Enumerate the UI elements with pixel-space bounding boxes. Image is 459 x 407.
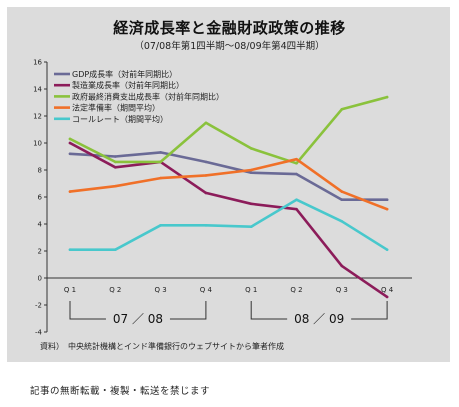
series-3-point <box>295 161 298 165</box>
series-2-point <box>114 166 117 169</box>
series-5-point <box>204 224 208 227</box>
series-1-point <box>68 152 72 156</box>
series-3-point <box>159 160 162 164</box>
series-1-point <box>249 171 253 174</box>
x-tick-label: Q 4 <box>200 286 213 294</box>
y-tick-label: 12 <box>33 113 42 121</box>
legend-label-5: コールレート（期間平均） <box>72 114 168 124</box>
series-5-point <box>249 225 253 228</box>
series-4-point <box>204 174 208 177</box>
series-line-2 <box>68 141 389 299</box>
series-3-point <box>114 160 117 164</box>
y-tick-label: 4 <box>38 221 43 229</box>
series-3-point <box>385 95 389 99</box>
series-3-point <box>68 137 72 141</box>
x-tick-label: Q 4 <box>381 286 394 294</box>
x-tick-label: Q 1 <box>64 286 76 294</box>
series-4-point <box>340 190 344 193</box>
series-5-point <box>340 220 344 223</box>
chart-frame <box>7 7 450 362</box>
y-tick-label: 6 <box>38 194 43 202</box>
series-2-point <box>68 141 72 145</box>
source-note: 資料） 中央統計機構とインド準備銀行のウェブサイトから筆者作成 <box>40 342 284 351</box>
fiscal-year-label: 08 ／ 09 <box>294 312 344 326</box>
series-4-point <box>249 168 253 172</box>
x-tick-label: Q 2 <box>109 286 121 294</box>
series-5-point <box>68 248 72 251</box>
series-1-point <box>295 172 298 176</box>
x-tick-label: Q 3 <box>336 286 348 294</box>
series-2-point <box>385 295 389 299</box>
fiscal-year-label-bg <box>105 311 170 327</box>
y-tick-label: 8 <box>38 167 42 175</box>
fiscal-year-label: 07 ／ 08 <box>113 312 163 326</box>
copyright-notice: 記事の無断転載・複製・転送を禁じます <box>30 386 211 397</box>
series-5-point <box>159 224 162 227</box>
series-4-point <box>159 176 162 180</box>
legend-label-1: GDP成長率（対前年同期比） <box>72 69 177 79</box>
series-5-point <box>114 248 117 251</box>
x-tick-label: Q 3 <box>154 286 166 294</box>
y-tick-label: 2 <box>38 248 42 256</box>
legend-label-4: 法定準備率（期間平均） <box>72 103 160 113</box>
series-1-point <box>204 160 208 164</box>
x-tick-label: Q 1 <box>245 286 257 294</box>
chart-title: 経済成長率と金融財政政策の推移 <box>113 19 346 37</box>
series-line-1 <box>68 151 389 201</box>
legend-label-3: 政府最終消費支出成長率（対前年同期比） <box>72 91 224 101</box>
series-line-3 <box>68 95 389 165</box>
series-line-5 <box>68 198 389 251</box>
y-tick-label: 10 <box>33 140 42 148</box>
y-tick-label: -2 <box>35 302 42 310</box>
legend-label-2: 製造業成長率（対前年同期比） <box>72 80 184 90</box>
series-1-point <box>114 155 117 158</box>
series-5-point <box>295 198 298 201</box>
x-tick-label: Q 2 <box>290 286 302 294</box>
fiscal-year-label-bg <box>287 311 352 327</box>
chart-subtitle: （07/08年第1四半期～08/09年第4四半期） <box>134 41 325 52</box>
series-line-4 <box>68 157 389 211</box>
series-4-point <box>114 184 117 188</box>
series-2-point <box>295 207 298 211</box>
series-2-point <box>249 202 253 206</box>
series-2-point <box>204 191 208 195</box>
y-tick-label: -4 <box>35 329 43 337</box>
series-3-point <box>204 121 208 125</box>
series-2-point <box>340 264 344 268</box>
series-4-point <box>295 157 298 161</box>
y-tick-label: 14 <box>33 86 42 94</box>
series-1-point <box>159 151 162 154</box>
series-5-point <box>385 248 389 251</box>
series-1-point <box>340 198 344 201</box>
series-1-point <box>385 198 389 201</box>
series-4-point <box>68 190 72 193</box>
series-3-point <box>249 147 253 150</box>
y-tick-label: 0 <box>38 275 42 283</box>
series-3-point <box>340 107 344 111</box>
series-4-point <box>385 207 389 211</box>
y-tick-label: 16 <box>33 59 42 67</box>
